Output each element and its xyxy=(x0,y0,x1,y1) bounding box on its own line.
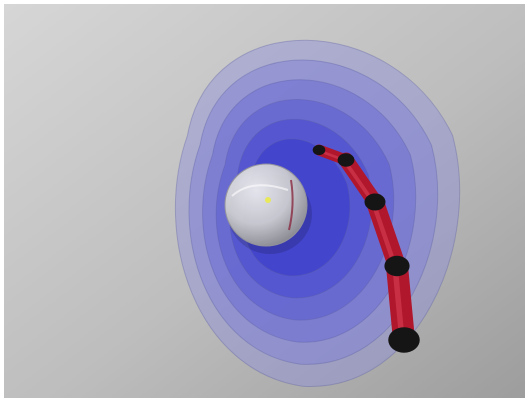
sphere-rim xyxy=(231,184,289,197)
robot-arm xyxy=(312,144,420,353)
arm-joint-3 xyxy=(364,193,386,211)
arm-joint-1 xyxy=(312,144,326,156)
workspace-layers xyxy=(174,39,461,387)
sphere xyxy=(224,163,308,247)
arm-link-highlight-3 xyxy=(370,199,398,269)
arm-joint-5 xyxy=(388,327,420,353)
sphere-group xyxy=(224,163,312,254)
target-point xyxy=(265,197,271,203)
arm-joint-4 xyxy=(384,255,410,277)
sphere-trajectory-line xyxy=(288,179,294,231)
arm-joint-2 xyxy=(337,153,355,167)
arm-link-highlight-2 xyxy=(342,158,375,204)
